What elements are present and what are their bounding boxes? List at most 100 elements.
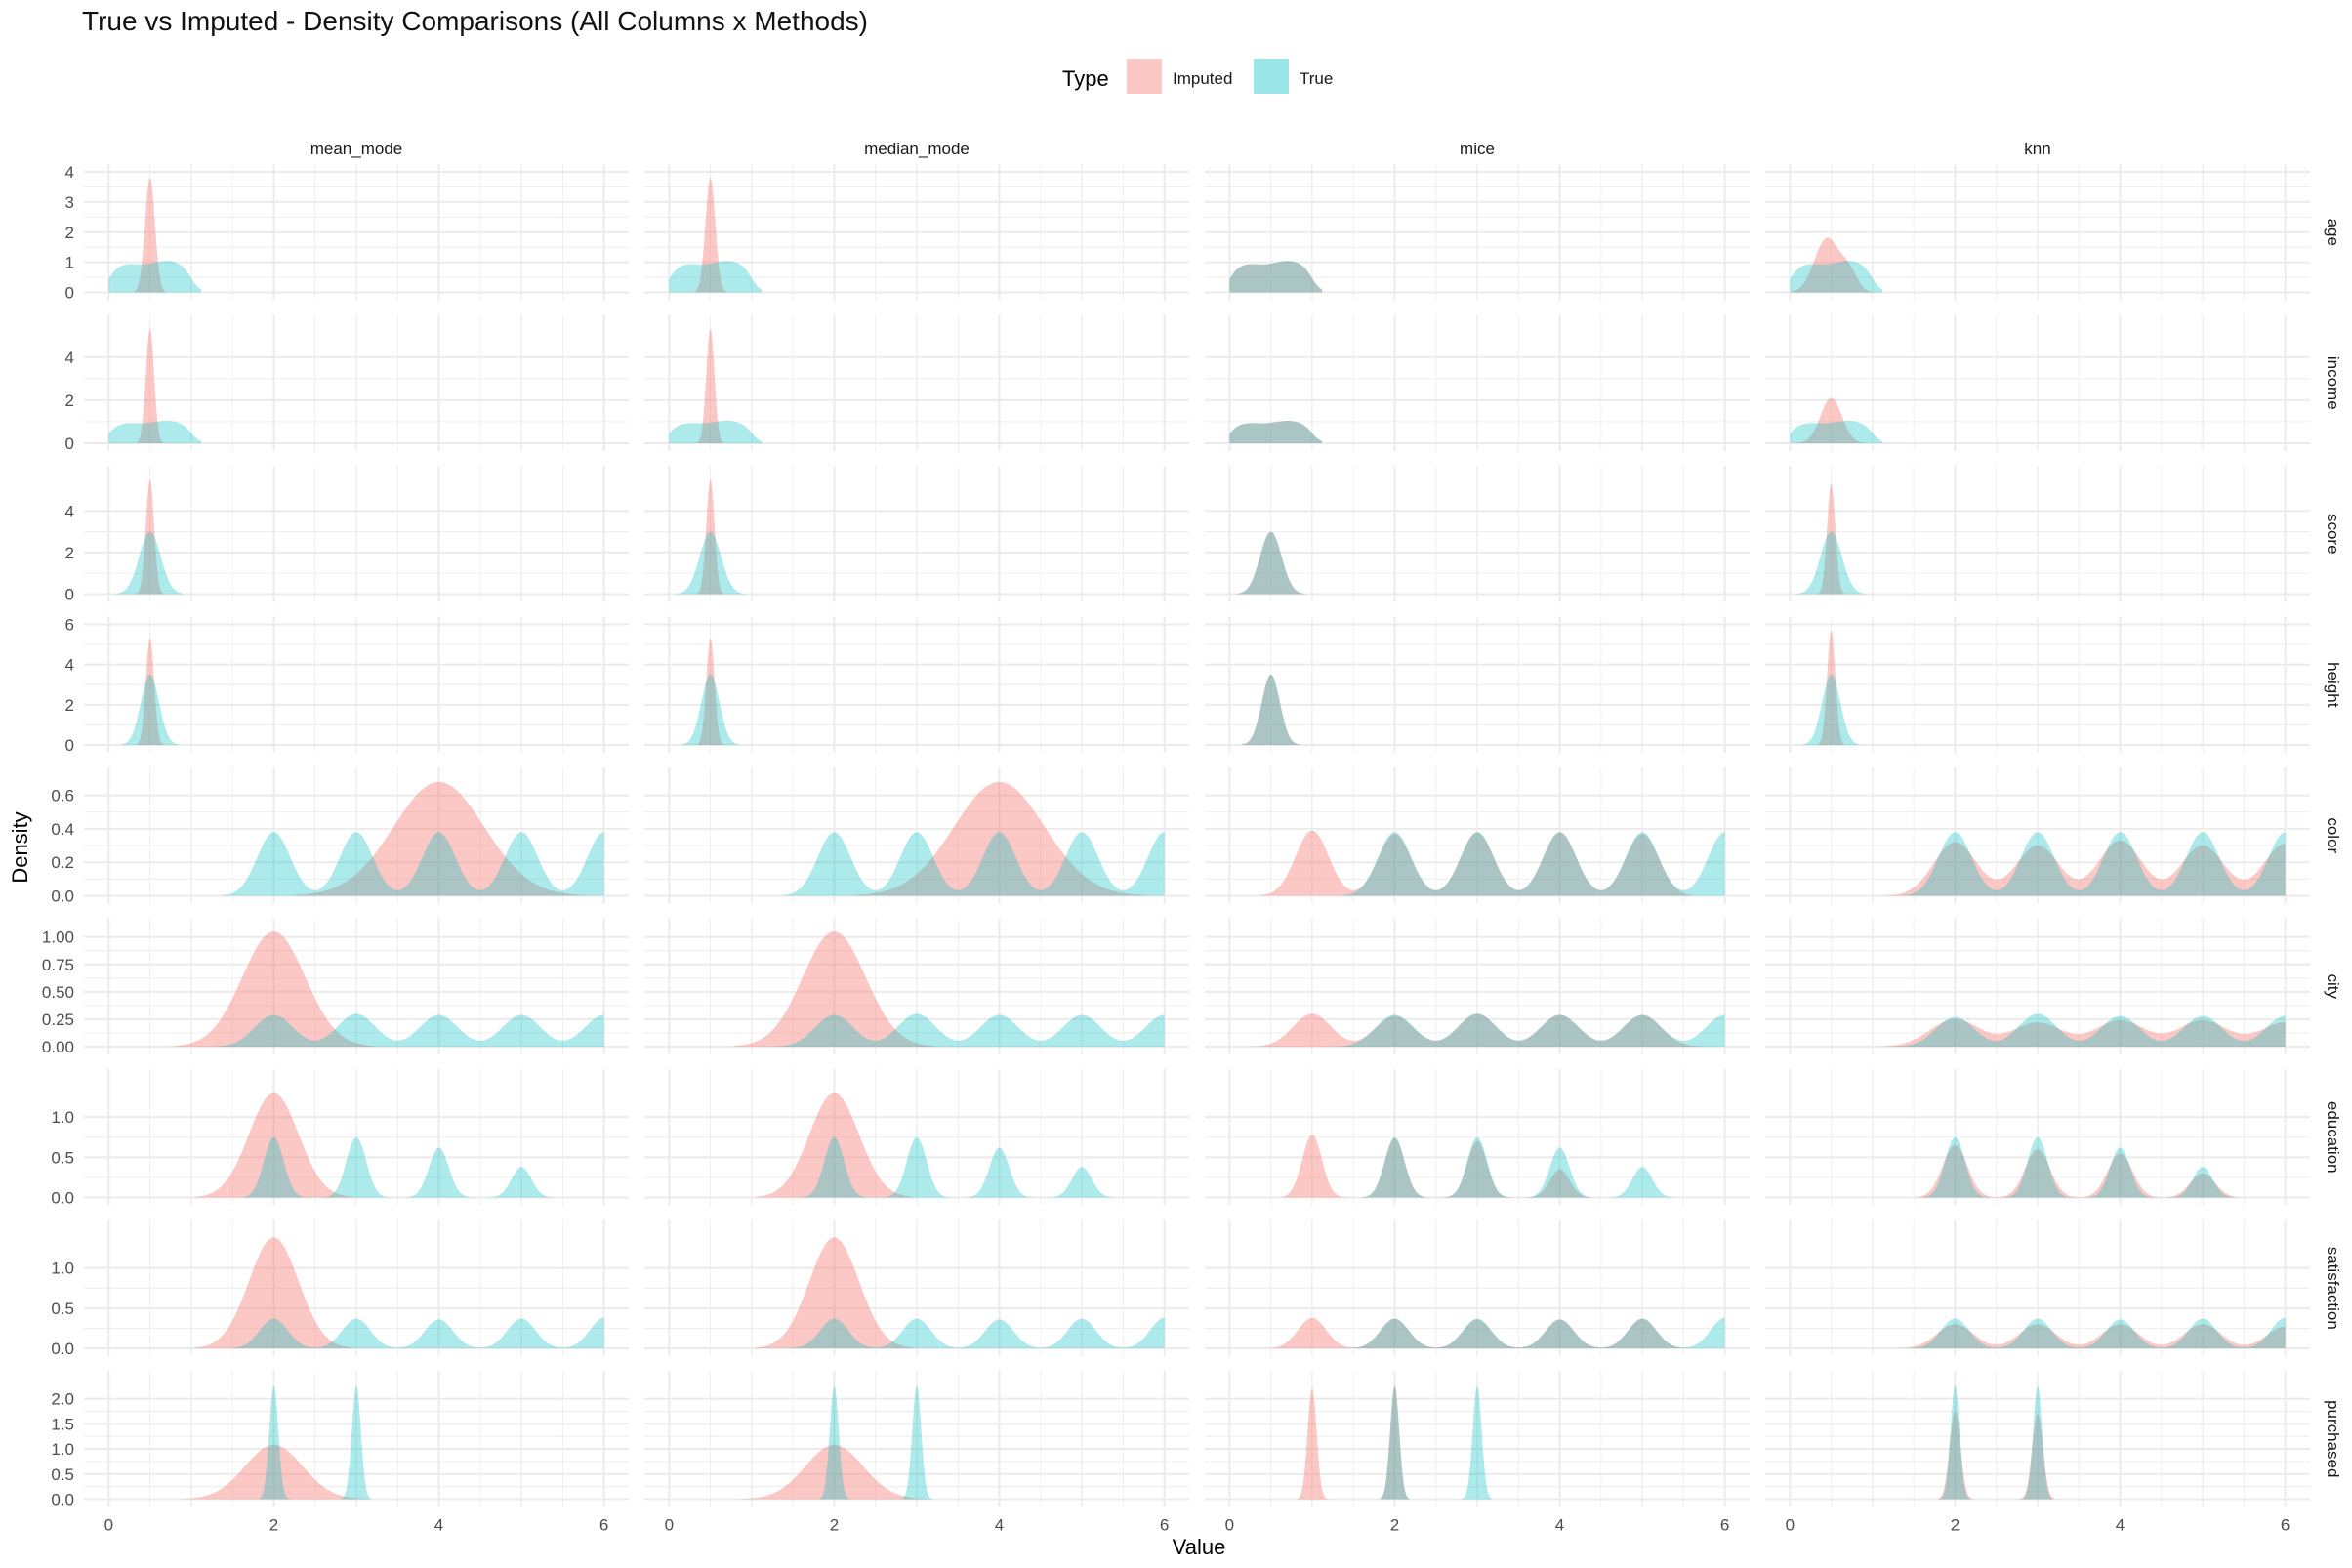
density-true xyxy=(108,261,202,293)
y-tick-label: 2.0 xyxy=(51,1390,74,1409)
legend-key-true xyxy=(1254,59,1289,94)
strip-label-median_mode: median_mode xyxy=(864,140,970,158)
panel-height-mice xyxy=(1205,616,1750,753)
y-tick-label: 1.0 xyxy=(51,1108,74,1127)
panel-satisfaction-knn xyxy=(1765,1219,2310,1356)
y-tick-label: 0.6 xyxy=(51,787,74,805)
x-tick-label: 4 xyxy=(1555,1516,1564,1535)
x-tick-label: 4 xyxy=(995,1516,1004,1535)
facet-grid: mean_mode median_mode mice knn age 0 1 2 3 4 incom… xyxy=(42,140,2342,1535)
density-imputed xyxy=(1876,1018,2286,1047)
panel-income-mean_mode xyxy=(84,314,629,451)
panel-purchased-mean_mode xyxy=(84,1371,629,1507)
y-tick-label: 0.0 xyxy=(51,1189,74,1208)
y-tick-label: 0 xyxy=(65,736,74,755)
strip-label-city: city xyxy=(2324,974,2342,1000)
y-tick-label: 1.5 xyxy=(51,1415,74,1433)
density-true xyxy=(1241,675,1300,745)
y-tick-label: 3 xyxy=(65,193,74,212)
density-imputed xyxy=(697,329,724,443)
panel-color-median_mode xyxy=(644,767,1189,904)
density-true xyxy=(1910,1317,2286,1348)
strip-label-mice: mice xyxy=(1460,140,1495,158)
density-true xyxy=(1790,261,1883,293)
panel-education-mice xyxy=(1205,1069,1750,1206)
density-imputed xyxy=(1896,1324,2286,1348)
density-true xyxy=(242,1136,554,1198)
density-true xyxy=(1380,1385,1492,1500)
strip-label-education: education xyxy=(2324,1101,2342,1174)
density-imputed xyxy=(1796,397,1866,443)
panel-satisfaction-median_mode xyxy=(644,1219,1189,1356)
density-imputed xyxy=(697,479,724,595)
density-true xyxy=(259,1385,371,1500)
panel-satisfaction-mice xyxy=(1205,1219,1750,1356)
density-imputed xyxy=(137,329,164,443)
density-imputed xyxy=(194,1237,353,1348)
density-true xyxy=(669,261,763,293)
strip-label-income: income xyxy=(2324,356,2342,410)
density-imputed xyxy=(1937,1411,2055,1500)
density-true xyxy=(1902,832,2286,896)
density-imputed xyxy=(1818,483,1845,595)
density-imputed xyxy=(134,178,166,293)
panel-age-mice xyxy=(1205,164,1750,301)
density-true xyxy=(120,675,180,745)
density-true xyxy=(1923,1136,2235,1198)
density-true xyxy=(1236,531,1305,595)
x-tick-label: 0 xyxy=(104,1516,113,1535)
x-tick-label: 2 xyxy=(830,1516,839,1535)
density-true xyxy=(1940,1385,2052,1500)
panel-score-mice xyxy=(1205,466,1750,602)
panel-height-median_mode xyxy=(644,616,1189,753)
y-tick-label: 6 xyxy=(65,616,74,635)
panel-score-mean_mode xyxy=(84,466,629,602)
density-imputed xyxy=(1266,1317,1688,1348)
panel-education-median_mode xyxy=(644,1069,1189,1206)
density-imputed xyxy=(137,479,164,595)
density-true xyxy=(213,1013,604,1047)
density-imputed xyxy=(853,781,1145,896)
y-tick-label: 0.5 xyxy=(51,1148,74,1167)
y-tick-label: 4 xyxy=(65,656,74,675)
density-true xyxy=(1894,1013,2286,1047)
panel-city-mean_mode xyxy=(84,918,629,1054)
density-true xyxy=(1229,421,1323,443)
density-imputed xyxy=(1251,1013,1704,1047)
y-tick-label: 0.0 xyxy=(51,1491,74,1509)
density-imputed xyxy=(694,178,726,293)
panel-color-knn xyxy=(1765,767,2310,904)
y-tick-label: 2 xyxy=(65,544,74,562)
y-tick-label: 4 xyxy=(65,502,74,520)
panel-score-knn xyxy=(1765,466,2310,602)
density-imputed xyxy=(173,931,375,1047)
density-imputed xyxy=(1259,830,1696,896)
density-true xyxy=(108,421,202,443)
panel-height-knn xyxy=(1765,616,2310,753)
y-tick-label: 0.50 xyxy=(42,983,74,1002)
chart-title: True vs Imputed - Density Comparisons (A… xyxy=(82,6,868,36)
density-imputed xyxy=(293,781,585,896)
panel-age-median_mode xyxy=(644,164,1189,301)
density-true xyxy=(1229,261,1323,293)
x-tick-label: 6 xyxy=(1720,1516,1729,1535)
panel-age-mean_mode xyxy=(84,164,629,301)
y-tick-label: 0.25 xyxy=(42,1011,74,1029)
density-true xyxy=(1341,832,1725,896)
legend-key-imputed xyxy=(1127,59,1162,94)
density-true xyxy=(773,1013,1165,1047)
density-imputed xyxy=(1298,1385,1410,1500)
panel-purchased-knn xyxy=(1765,1371,2310,1507)
x-tick-label: 0 xyxy=(1225,1516,1234,1535)
y-axis-title: Density xyxy=(8,811,32,883)
density-true xyxy=(1790,421,1883,443)
panel-purchased-mice xyxy=(1205,1371,1750,1507)
panel-age-knn xyxy=(1765,164,2310,301)
strip-label-color: color xyxy=(2324,817,2342,853)
density-true xyxy=(789,1317,1165,1348)
density-imputed xyxy=(697,638,724,745)
legend-label-true: True xyxy=(1300,69,1333,88)
x-axis-title: Value xyxy=(1173,1535,1226,1559)
y-tick-label: 0 xyxy=(65,586,74,604)
